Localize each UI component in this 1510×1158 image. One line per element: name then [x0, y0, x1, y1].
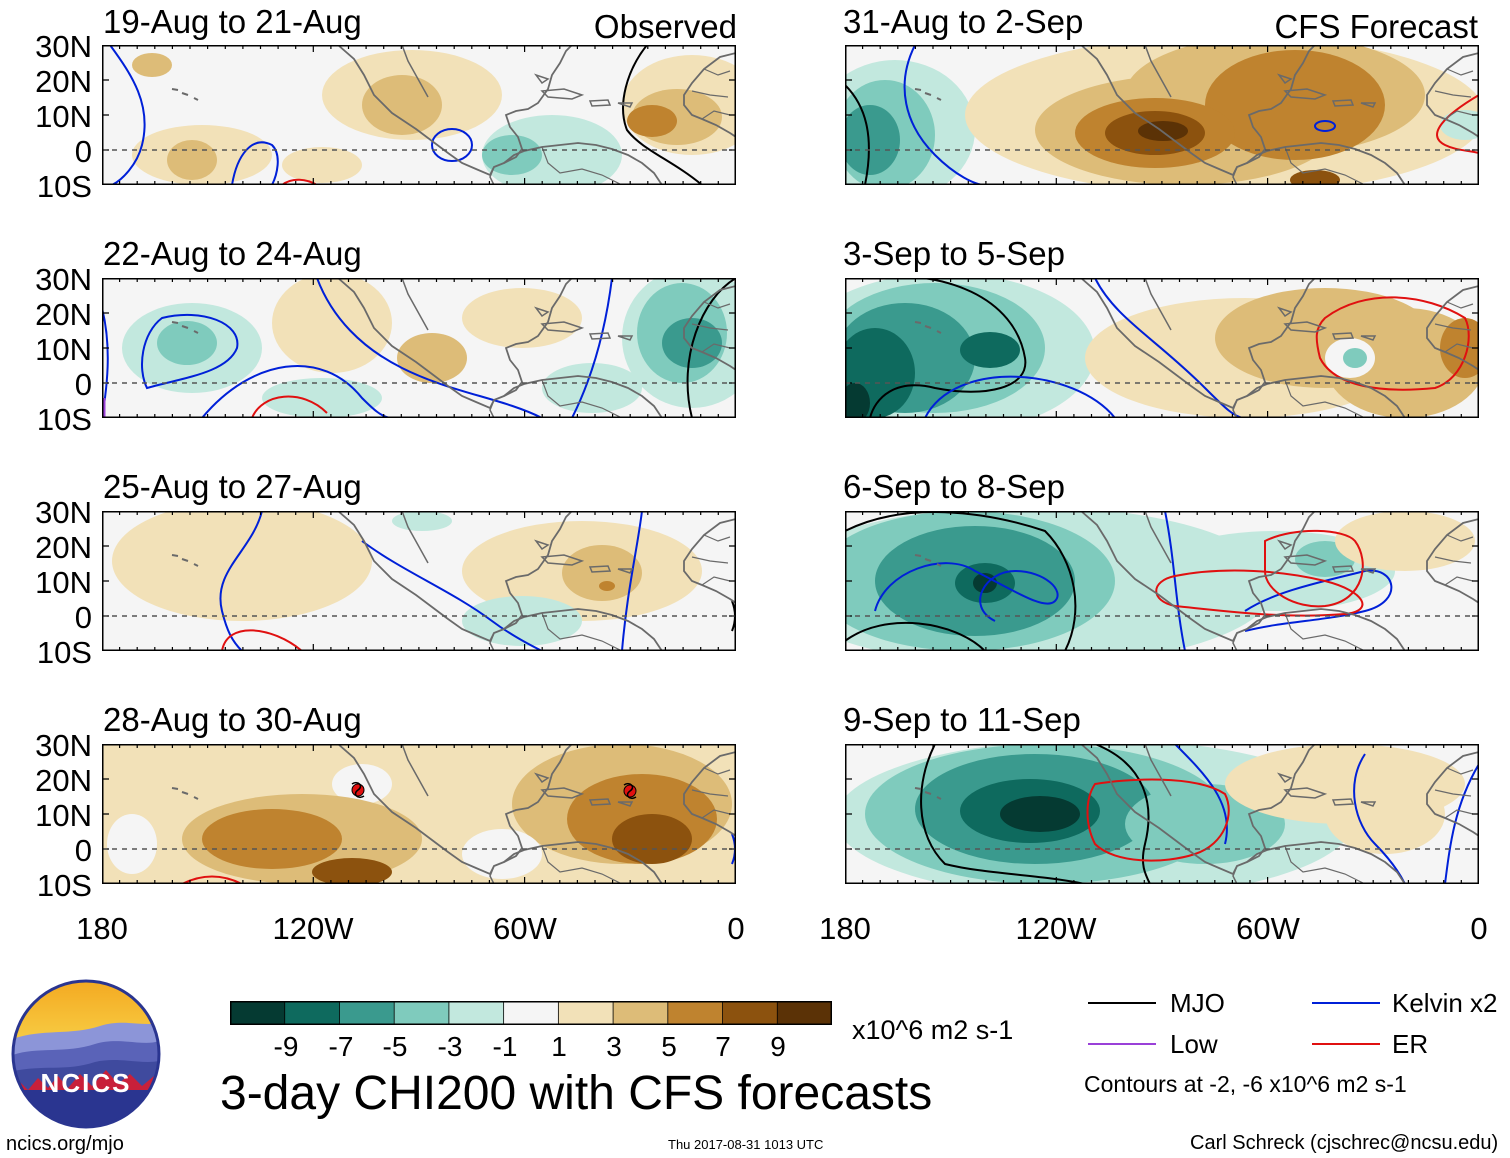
lat-label: 10S	[36, 169, 92, 204]
colorbar-swatch	[284, 1000, 341, 1026]
lat-label: 10S	[36, 402, 92, 437]
lon-label: 120W	[272, 911, 354, 946]
colorbar-label: -3	[437, 1031, 463, 1062]
colorbar-label: 3	[606, 1031, 622, 1062]
lat-label: 30N	[35, 495, 92, 530]
colorbar-swatches	[229, 1000, 833, 1026]
legend-label-kelvin: Kelvin x2	[1392, 988, 1498, 1018]
map-panel-7	[845, 511, 1479, 651]
colorbar-label: -5	[382, 1031, 408, 1062]
lon-label: 180	[76, 911, 128, 946]
map-panel-2	[102, 278, 736, 418]
main-title: 3-day CHI200 with CFS forecasts	[220, 1067, 933, 1120]
lat-label: 20N	[35, 763, 92, 798]
colorbar-swatch	[229, 1000, 286, 1026]
lon-label: 120W	[1015, 911, 1097, 946]
colorbar-swatch	[722, 1000, 779, 1026]
panel-title-3: 25-Aug to 27-Aug	[103, 468, 362, 505]
panel-title-2: 22-Aug to 24-Aug	[103, 235, 362, 272]
lon-label: 60W	[1236, 911, 1300, 946]
lat-label: 30N	[35, 728, 92, 763]
lat-label: 10N	[35, 798, 92, 833]
lon-label: 0	[727, 911, 745, 946]
legend-label-mjo: MJO	[1170, 988, 1225, 1018]
lat-label: 20N	[35, 297, 92, 332]
lat-label: 10S	[36, 635, 92, 670]
panel-title-1: 19-Aug to 21-Aug	[103, 3, 362, 40]
map-panel-1	[102, 45, 736, 185]
lat-label: 30N	[35, 262, 92, 297]
lat-label: 10N	[35, 565, 92, 600]
colorbar-swatch	[776, 1000, 833, 1026]
map-panel-3	[102, 511, 736, 651]
colorbar-label: 7	[715, 1031, 731, 1062]
cyclone-icon-1	[351, 781, 365, 799]
lat-label: 10N	[35, 332, 92, 367]
cyclone-icon-2	[623, 782, 637, 800]
observed-label: Observed	[593, 8, 737, 45]
panel-title-7: 6-Sep to 8-Sep	[843, 468, 1065, 505]
lat-label: 20N	[35, 64, 92, 99]
footer-author: Carl Schreck (cjschrec@ncsu.edu)	[1190, 1132, 1499, 1154]
colorbar-label: 9	[770, 1031, 786, 1062]
legend-line-mjo	[1088, 1002, 1156, 1004]
lon-label: 0	[1470, 911, 1488, 946]
colorbar-units: x10^6 m2 s-1	[852, 1015, 1014, 1045]
legend-line-er	[1312, 1043, 1380, 1045]
lat-label: 0	[74, 833, 92, 868]
footer-timestamp: Thu 2017-08-31 1013 UTC	[668, 1137, 824, 1152]
colorbar-swatch	[667, 1000, 724, 1026]
contour-note: Contours at -2, -6 x10^6 m2 s-1	[1084, 1071, 1407, 1097]
legend-line-low	[1088, 1043, 1156, 1045]
map-panel-8	[845, 744, 1479, 884]
map-panel-5	[845, 45, 1479, 185]
lat-label: 0	[74, 367, 92, 402]
lat-label: 10N	[35, 99, 92, 134]
map-panel-4	[102, 744, 736, 884]
colorbar-swatch	[393, 1000, 450, 1026]
lat-label: 0	[74, 600, 92, 635]
lat-label: 0	[74, 134, 92, 169]
colorbar-label: 1	[551, 1031, 567, 1062]
legend-line-kelvin	[1312, 1002, 1380, 1004]
colorbar-label: -9	[273, 1031, 299, 1062]
panel-title-8: 9-Sep to 11-Sep	[843, 701, 1081, 738]
ncics-logo: NCICS	[10, 978, 162, 1130]
panel-title-5: 31-Aug to 2-Sep	[843, 3, 1084, 40]
colorbar-swatch	[448, 1000, 505, 1026]
colorbar-swatch	[503, 1000, 560, 1026]
lon-label: 180	[819, 911, 871, 946]
colorbar-label: -1	[492, 1031, 518, 1062]
lon-label: 60W	[493, 911, 557, 946]
lat-label: 10S	[36, 868, 92, 903]
lat-label: 30N	[35, 29, 92, 64]
colorbar-label: -7	[328, 1031, 354, 1062]
colorbar	[229, 1000, 833, 1026]
colorbar-label: 5	[661, 1031, 677, 1062]
panel-title-6: 3-Sep to 5-Sep	[843, 235, 1065, 272]
panel-title-4: 28-Aug to 30-Aug	[103, 701, 362, 738]
colorbar-swatch	[612, 1000, 669, 1026]
footer-url: ncics.org/mjo	[6, 1133, 124, 1155]
logo-text: NCICS	[40, 1068, 132, 1098]
legend-label-er: ER	[1392, 1029, 1429, 1059]
cfs-forecast-label: CFS Forecast	[1274, 8, 1478, 45]
map-panel-6	[845, 278, 1479, 418]
colorbar-swatch	[557, 1000, 614, 1026]
colorbar-swatch	[339, 1000, 396, 1026]
lat-label: 20N	[35, 530, 92, 565]
legend-label-low: Low	[1170, 1029, 1218, 1059]
